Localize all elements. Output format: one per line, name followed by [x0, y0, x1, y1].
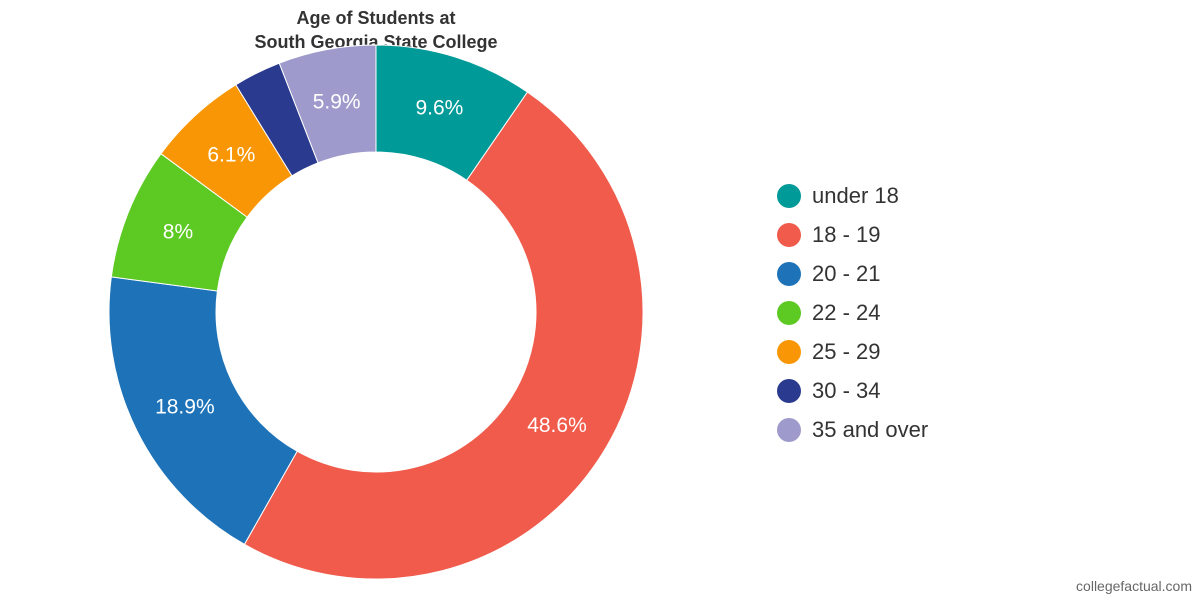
legend-swatch	[777, 222, 801, 247]
donut-chart: 9.6% 48.6% 18.9% 8% 6.1% 5.9%	[108, 44, 644, 580]
legend-swatch	[777, 183, 801, 208]
legend-label: 25 - 29	[812, 338, 881, 364]
chart-legend: under 18 18 - 19 20 - 21 22 - 24 25 - 29 30 -…	[777, 176, 928, 449]
slice-value-label: 6.1%	[207, 143, 255, 166]
chart-title-line-1: Age of Students at	[296, 8, 456, 28]
slice-value-label: 18.9%	[155, 396, 215, 419]
legend-label: 20 - 21	[812, 260, 881, 286]
slice-value-label: 5.9%	[313, 91, 361, 114]
slice-35-and-over	[278, 44, 377, 164]
legend-swatch	[777, 417, 801, 442]
slice-20-21	[108, 276, 298, 546]
legend-item: 30 - 34	[777, 371, 928, 410]
legend-swatch	[777, 300, 801, 325]
legend-item: 22 - 24	[777, 293, 928, 332]
legend-label: 35 and over	[812, 416, 929, 442]
slice-value-label: 9.6%	[415, 97, 463, 120]
legend-item: 18 - 19	[777, 215, 928, 254]
legend-swatch	[777, 378, 801, 403]
chart-title-line-2: South Georgia State College	[254, 32, 498, 52]
legend-swatch	[777, 339, 801, 364]
slice-value-label: 48.6%	[527, 414, 587, 437]
legend-label: 18 - 19	[812, 221, 881, 247]
chart-title: Age of Students at South Georgia State C…	[254, 6, 497, 54]
legend-label: 30 - 34	[812, 377, 881, 403]
credit-text: collegefactual.com	[1076, 578, 1192, 594]
slice-18-19	[243, 91, 644, 580]
legend-item: under 18	[777, 176, 928, 215]
legend-swatch	[777, 261, 801, 286]
legend-item: 35 and over	[777, 410, 928, 449]
legend-label: 22 - 24	[812, 299, 881, 325]
legend-item: 25 - 29	[777, 332, 928, 371]
legend-label: under 18	[812, 182, 899, 208]
legend-item: 20 - 21	[777, 254, 928, 293]
slice-value-label: 8%	[163, 221, 193, 244]
